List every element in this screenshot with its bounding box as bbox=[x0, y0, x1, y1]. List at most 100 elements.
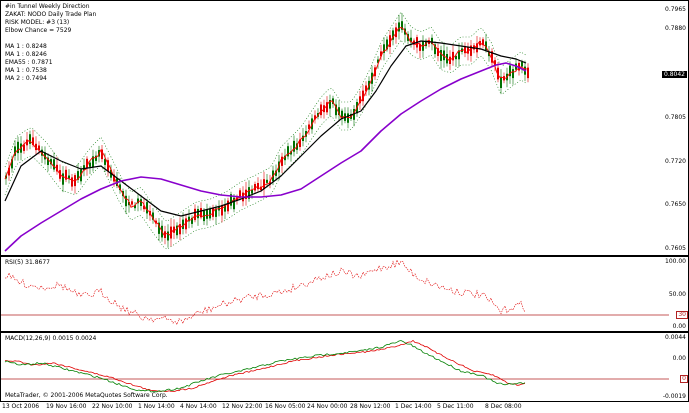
candle-body bbox=[221, 205, 223, 216]
candle-body bbox=[209, 209, 211, 219]
candle-body bbox=[179, 224, 181, 235]
ma-readout-4: MA 1 : 0.7538 bbox=[5, 67, 47, 74]
candle-body bbox=[8, 167, 10, 176]
candle-body bbox=[326, 102, 328, 113]
macd-axis-label: -0.0019 bbox=[662, 393, 686, 400]
candle-body bbox=[269, 181, 271, 185]
candle-body bbox=[377, 59, 379, 63]
long-ma-line bbox=[4, 62, 527, 252]
candle-body bbox=[386, 39, 388, 50]
rsi-chart-canvas[interactable] bbox=[1, 257, 688, 331]
main-chart-panel[interactable]: #in Tunnel Weekly Direction ZAKAT: NODO … bbox=[0, 0, 689, 256]
price-axis-label: 0.7720 bbox=[665, 158, 686, 165]
legend-line-3: Elbow Chance = 7529 bbox=[5, 27, 72, 34]
candle-body bbox=[464, 46, 466, 54]
macd-indicator-panel[interactable]: MACD(12,26,9) 0.0015 0.0024 0.0044 0.00 … bbox=[0, 332, 689, 402]
candle-body bbox=[107, 160, 109, 172]
candle-body bbox=[119, 184, 121, 191]
candle-body bbox=[77, 171, 79, 180]
candle-body bbox=[434, 44, 436, 55]
candle-body bbox=[176, 225, 178, 236]
candle-body bbox=[251, 190, 253, 194]
candle-body bbox=[491, 51, 493, 63]
rsi-axis-label: 100.00 bbox=[665, 258, 686, 265]
candle-body bbox=[281, 156, 283, 166]
candle-body bbox=[53, 159, 55, 170]
rsi-axis-label: 0.00 bbox=[672, 323, 686, 330]
candle-body bbox=[284, 155, 286, 161]
candle-body bbox=[62, 173, 64, 185]
candle-body bbox=[137, 198, 139, 204]
price-axis-label: 0.7965 bbox=[665, 6, 686, 13]
candle-body bbox=[521, 61, 523, 67]
time-axis: 13 Oct 2006 19 Nov 16:00 22 Nov 10:00 1 … bbox=[0, 402, 689, 413]
candle-body bbox=[56, 164, 58, 172]
candle-body bbox=[314, 115, 316, 120]
time-axis-label: 5 Dec 11:00 bbox=[437, 403, 474, 410]
slow-ma-line bbox=[4, 40, 527, 217]
rsi-indicator-panel[interactable]: RSI(5) 31.8677 100.00 50.00 30 0.00 bbox=[0, 256, 689, 332]
candle-body bbox=[299, 139, 301, 147]
candle-body bbox=[512, 69, 514, 79]
candle-body bbox=[233, 197, 235, 210]
candle-body bbox=[44, 152, 46, 160]
macd-axis-label: 0.00 bbox=[672, 355, 686, 362]
candle-body bbox=[236, 197, 238, 201]
candle-body bbox=[245, 189, 247, 199]
candle-body bbox=[131, 201, 133, 205]
candle-body bbox=[413, 40, 415, 45]
candle-body bbox=[380, 51, 382, 57]
candle-body bbox=[449, 56, 451, 64]
candle-body bbox=[494, 60, 496, 67]
candle-body bbox=[359, 96, 361, 104]
candle-body bbox=[227, 200, 229, 212]
time-axis-label: 16 Nov 05:00 bbox=[265, 403, 306, 410]
candle-body bbox=[182, 219, 184, 229]
price-axis-label: 0.7650 bbox=[665, 201, 686, 208]
legend-line-1: ZAKAT: NODO Daily Trade Plan bbox=[5, 11, 97, 18]
candle-body bbox=[266, 179, 268, 183]
candle-body bbox=[383, 44, 385, 53]
candle-body bbox=[485, 41, 487, 50]
candle-body bbox=[365, 85, 367, 92]
price-axis-label: 0.7805 bbox=[665, 114, 686, 121]
candle-body bbox=[419, 44, 421, 51]
candle-body bbox=[308, 124, 310, 129]
ma-readout-3: EMA55 : 0.7871 bbox=[5, 59, 53, 66]
candle-body bbox=[275, 170, 277, 176]
candle-body bbox=[23, 144, 25, 151]
candle-body bbox=[260, 186, 262, 191]
candle-body bbox=[389, 35, 391, 47]
macd-signal-line bbox=[4, 339, 526, 393]
time-axis-label: 24 Nov 00:00 bbox=[307, 403, 348, 410]
candle-body bbox=[467, 47, 469, 54]
candle-body bbox=[440, 50, 442, 61]
candle-body bbox=[29, 134, 31, 144]
candle-body bbox=[398, 22, 400, 32]
candle-body bbox=[293, 140, 295, 152]
candle-body bbox=[335, 104, 337, 116]
price-chart-canvas[interactable] bbox=[1, 1, 688, 255]
legend-line-2: RISK MODEL: #3 (13) bbox=[5, 19, 70, 26]
candle-body bbox=[95, 155, 97, 161]
macd-panel-title: MACD(12,26,9) 0.0015 0.0024 bbox=[5, 335, 97, 342]
time-axis-label: 28 Nov 12:00 bbox=[350, 403, 391, 410]
candle-body bbox=[470, 45, 472, 56]
candle-body bbox=[197, 209, 199, 219]
time-axis-label: 13 Oct 2006 bbox=[2, 403, 40, 410]
fast-ma-line bbox=[4, 26, 528, 236]
candle-body bbox=[458, 50, 460, 60]
ma-readout-1: MA 1 : 0.8248 bbox=[5, 43, 47, 50]
candle-body bbox=[71, 177, 73, 187]
candle-body bbox=[527, 67, 529, 79]
time-axis-label: 1 Nov 14:00 bbox=[138, 403, 175, 410]
macd-chart-canvas[interactable] bbox=[1, 333, 688, 401]
candle-body bbox=[143, 205, 145, 210]
time-axis-label: 4 Nov 14:00 bbox=[180, 403, 217, 410]
candle-body bbox=[455, 55, 457, 60]
candle-body bbox=[254, 184, 256, 191]
candle-body bbox=[125, 195, 127, 207]
time-axis-label: 19 Nov 16:00 bbox=[46, 403, 87, 410]
candle-body bbox=[230, 194, 232, 206]
current-price-marker: 0.8042 bbox=[662, 71, 687, 78]
